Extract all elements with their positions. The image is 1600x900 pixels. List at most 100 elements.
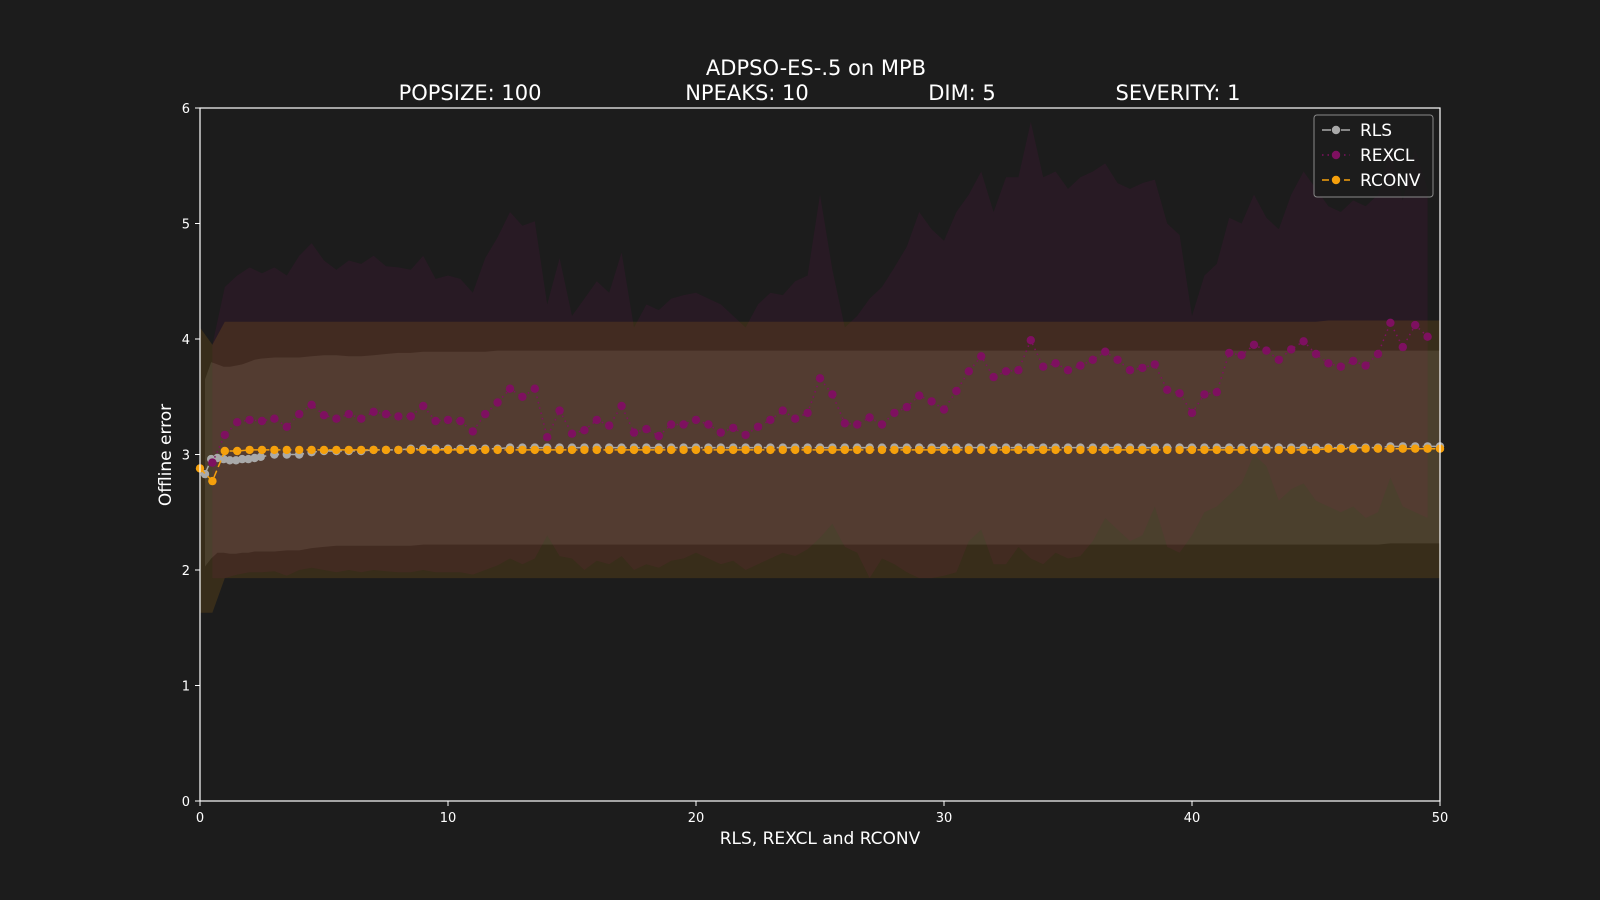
rconv-point [828,445,837,455]
rconv-point [977,445,986,455]
rconv-point [1076,445,1085,455]
rexcl-point [481,409,490,419]
y-tick-label: 5 [182,218,190,233]
rconv-point [1101,445,1110,455]
rexcl-point [1225,348,1234,358]
rexcl-point [853,420,862,429]
rexcl-point [1361,361,1370,370]
legend-marker-rls [1331,125,1341,135]
rexcl-point [977,352,986,361]
rexcl-point [592,415,601,425]
rexcl-point [406,412,415,421]
rconv-point [208,476,217,486]
y-tick-label: 3 [182,449,190,464]
rexcl-point [443,415,453,425]
x-tick-label: 0 [196,811,204,826]
rconv-point [381,445,391,455]
rexcl-point [915,391,924,400]
legend-label-rconv: RCONV [1360,171,1421,191]
rls-point [256,452,265,461]
rconv-point [1187,445,1197,455]
rexcl-point [1287,345,1296,354]
subtitle-severity: SEVERITY: 1 [1116,81,1241,105]
rexcl-point [332,414,341,423]
rconv-point [530,445,539,455]
x-tick-label: 30 [936,811,953,826]
rexcl-point [1311,349,1321,359]
rconv-point [629,445,639,455]
rconv-point [443,445,453,455]
rconv-point [1373,444,1383,453]
rconv-point [1287,445,1296,455]
legend-marker-rexcl [1331,150,1341,160]
rconv-point [778,445,787,455]
rconv-point [1386,444,1395,453]
rconv-point [952,445,961,455]
rexcl-point [555,406,564,415]
rexcl-point [270,414,279,423]
rexcl-point [679,420,688,429]
rexcl-point [729,423,738,433]
rexcl-point [1014,366,1023,375]
rexcl-point [791,414,800,423]
rconv-point [939,445,949,455]
rexcl-point [1262,346,1271,355]
rconv-point [815,445,825,455]
rconv-point [1150,445,1160,455]
rexcl-point [803,408,812,418]
rexcl-point [1063,366,1073,375]
legend-label-rls: RLS [1360,121,1392,141]
rexcl-point [1200,390,1209,399]
rconv-point [1423,444,1432,453]
rconv-point [902,445,911,455]
rconv-point [295,445,304,455]
rconv-point [840,445,849,455]
rconv-point [282,445,291,455]
rconv-point [877,445,887,455]
rconv-point [741,445,750,455]
y-axis-ticks: 0 1 2 3 4 5 6 [182,102,200,810]
x-axis-ticks: 0 10 20 30 40 50 [196,801,1448,826]
rconv-point [691,445,701,455]
rconv-point [1175,445,1184,455]
subtitle-popsize: POPSIZE: 100 [399,81,542,105]
rexcl-series [208,318,1432,467]
rexcl-point [530,384,539,393]
rconv-point [481,445,490,455]
rconv-point [567,445,577,455]
rconv-point [1113,445,1122,455]
rconv-point [1311,445,1321,455]
legend-marker-rconv [1331,175,1341,185]
rexcl-point [295,409,304,419]
rexcl-point [468,427,477,436]
rconv-point [1336,444,1346,453]
y-tick-label: 4 [182,333,190,348]
rconv-point [233,446,242,456]
rconv-point [505,445,515,455]
rconv-point [270,445,279,455]
x-tick-label: 40 [1184,811,1201,826]
rconv-point [357,445,366,455]
rexcl-point [902,402,911,412]
rls-point [225,456,234,465]
y-tick-label: 1 [182,680,190,695]
rexcl-point [989,372,998,382]
rexcl-point [493,398,502,407]
rexcl-point [704,420,713,429]
series-lines [195,318,1445,486]
y-tick-label: 0 [182,795,190,810]
rexcl-point [580,426,589,435]
rexcl-point [1113,355,1122,364]
rconv-point [1398,444,1408,453]
rexcl-point [567,429,577,438]
rconv-point [307,445,316,455]
rconv-point [1063,445,1073,455]
rconv-point [1237,445,1246,455]
rconv-point [1225,445,1234,455]
rconv-point [927,445,936,455]
rconv-point [989,445,998,455]
rconv-series [195,444,1445,486]
rconv-point [704,445,713,455]
rexcl-point [1163,385,1172,394]
rexcl-point [419,401,428,411]
